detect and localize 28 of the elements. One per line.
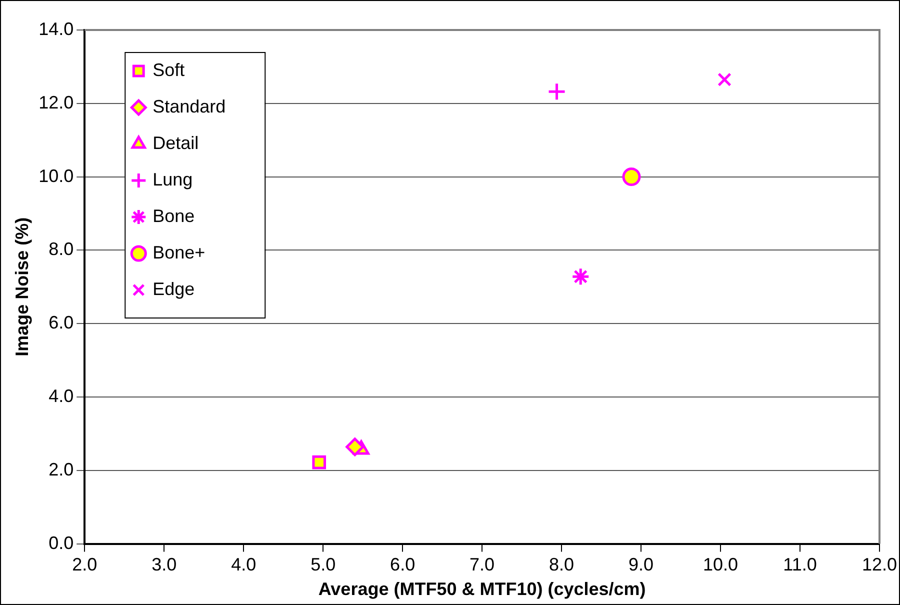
legend-label: Lung xyxy=(152,169,193,190)
x-tick-label: 5.0 xyxy=(310,554,336,575)
legend-label: Detail xyxy=(152,132,199,153)
y-tick-label: 0.0 xyxy=(48,532,74,553)
legend-label: Bone+ xyxy=(152,242,206,262)
y-tick-label: 6.0 xyxy=(48,312,74,333)
y-tick-label: 2.0 xyxy=(48,459,74,480)
x-tick-label: 11.0 xyxy=(783,554,817,575)
y-tick-label: 14.0 xyxy=(38,18,74,39)
x-tick-label: 4.0 xyxy=(231,554,256,575)
y-tick-label: 4.0 xyxy=(48,386,74,406)
legend-label: Bone xyxy=(152,206,195,226)
legend-label: Edge xyxy=(152,278,195,299)
x-axis-title: Average (MTF50 & MTF10) (cycles/cm) xyxy=(318,579,646,600)
x-tick-label: 3.0 xyxy=(152,554,177,575)
legend-label: Soft xyxy=(152,60,185,80)
x-tick-label: 7.0 xyxy=(470,554,495,575)
x-tick-label: 9.0 xyxy=(628,554,654,575)
x-tick-label: 6.0 xyxy=(390,554,416,575)
x-tick-label: 12.0 xyxy=(862,554,898,575)
legend-label: Standard xyxy=(152,96,226,116)
y-tick-label: 8.0 xyxy=(48,239,74,260)
x-tick-label: 10.0 xyxy=(702,554,738,575)
y-tick-label: 10.0 xyxy=(38,166,74,186)
y-axis-title: Image Noise (%) xyxy=(12,217,32,356)
x-tick-label: 8.0 xyxy=(549,554,574,575)
x-tick-label: 2.0 xyxy=(72,554,98,575)
y-tick-label: 12.0 xyxy=(38,92,74,112)
